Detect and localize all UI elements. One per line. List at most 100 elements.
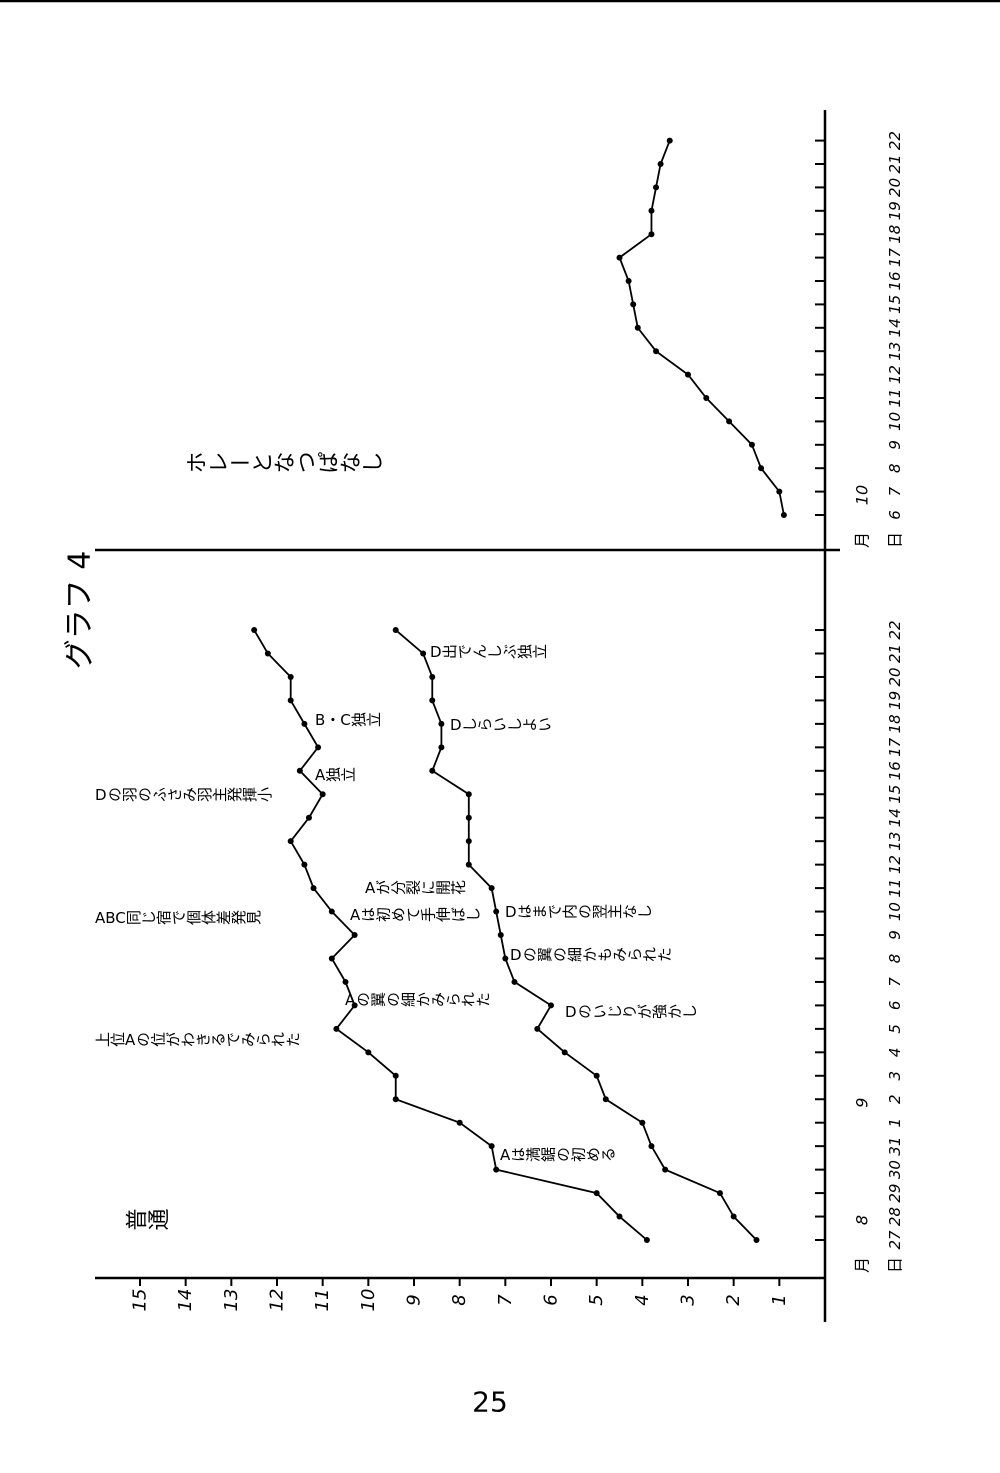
data-point — [534, 1025, 541, 1032]
x-tick-label: 13 — [886, 832, 904, 851]
data-point — [465, 861, 472, 868]
data-point — [310, 885, 317, 892]
y-tick-label: 15 — [130, 1289, 151, 1312]
y-tick-label: 8 — [449, 1294, 470, 1305]
x-tick-label: 10 — [886, 412, 904, 431]
data-point — [264, 650, 271, 657]
annotation: Dの羽のふさみ羽主発揮小 — [95, 786, 273, 804]
data-point — [703, 395, 710, 401]
x-tick-label: 7 — [886, 486, 904, 496]
data-point — [493, 908, 500, 915]
annotation: Dしらいしよい — [450, 716, 552, 734]
data-point — [438, 720, 445, 727]
data-point — [301, 861, 308, 868]
data-point — [630, 301, 637, 308]
y-tick-label: 11 — [312, 1289, 333, 1312]
page-title: グラフ 4 — [63, 551, 98, 670]
data-point — [548, 1002, 554, 1009]
x-tick-label: 19 — [886, 201, 904, 220]
x-tick-label: 30 — [886, 1160, 904, 1179]
data-point — [648, 207, 655, 214]
y-tick-label: 10 — [358, 1289, 379, 1312]
data-point — [493, 1166, 500, 1173]
x-tick-label: 9 — [886, 930, 904, 940]
x-tick-label: 6 — [886, 510, 904, 520]
data-point — [511, 978, 518, 985]
data-point — [748, 441, 755, 448]
data-point — [758, 465, 765, 472]
panel-subtitle: ホレーとなつぱなし — [185, 453, 383, 478]
data-point — [287, 697, 294, 704]
x-tick-label: 11 — [886, 879, 904, 898]
data-point — [653, 184, 660, 191]
x-tick-label: 31 — [886, 1137, 904, 1156]
y-tick-label: 12 — [267, 1289, 288, 1312]
data-point — [625, 278, 632, 284]
data-point — [438, 744, 445, 751]
data-point — [465, 791, 472, 798]
x-tick-label: 7 — [886, 977, 904, 987]
x-tick-label: 16 — [886, 271, 904, 290]
y-tick-label: 13 — [221, 1289, 242, 1312]
y-tick-label: 5 — [586, 1294, 607, 1305]
y-tick-label: 14 — [175, 1289, 196, 1312]
data-point — [465, 838, 472, 845]
month-label: 8 — [853, 1215, 872, 1225]
y-tick-label: 2 — [723, 1294, 744, 1305]
data-point — [328, 955, 335, 962]
data-point — [392, 627, 399, 634]
y-tick-label: 4 — [632, 1294, 653, 1305]
data-point — [634, 324, 641, 331]
month-label: 9 — [853, 1098, 872, 1108]
month-axis-label: 月 — [853, 532, 872, 548]
data-point — [465, 814, 472, 821]
data-point — [561, 1049, 568, 1056]
data-point — [497, 932, 504, 939]
x-tick-label: 2 — [886, 1094, 904, 1104]
annotation: Aが分裂に開花 — [365, 879, 466, 897]
data-point — [616, 1213, 623, 1220]
data-point — [643, 1237, 650, 1243]
x-tick-label: 15 — [886, 295, 904, 314]
data-point — [730, 1213, 737, 1220]
data-point — [616, 254, 623, 261]
series-line — [618, 140, 785, 516]
data-point — [351, 1002, 358, 1009]
data-point — [420, 650, 427, 657]
data-point — [392, 1096, 399, 1103]
x-tick-label: 28 — [886, 1207, 904, 1226]
data-point — [429, 673, 436, 680]
y-tick-label: 6 — [541, 1294, 562, 1305]
annotation: Aは初めて手伸ばし — [350, 906, 480, 924]
x-axis-label: 日 — [886, 532, 905, 548]
data-point — [716, 1190, 723, 1197]
data-point — [776, 488, 783, 495]
data-point — [342, 978, 349, 985]
x-tick-label: 6 — [886, 1001, 904, 1011]
data-point — [287, 838, 294, 845]
x-tick-label: 22 — [886, 620, 904, 639]
x-tick-label: 17 — [886, 248, 904, 268]
data-point — [780, 512, 787, 518]
annotation: Aの翼の細かみられた — [345, 991, 490, 1009]
data-point — [657, 161, 664, 167]
data-point — [488, 885, 495, 892]
annotation: 上位Aの位がわきるでみられた — [95, 1031, 300, 1049]
x-tick-label: 14 — [886, 318, 904, 337]
data-point — [502, 955, 509, 962]
data-point — [648, 231, 655, 238]
data-point — [648, 1143, 655, 1150]
x-tick-label: 20 — [886, 178, 904, 197]
month-label: 10 — [853, 485, 872, 505]
annotation: Aは満鋸の初める — [500, 1146, 615, 1164]
x-tick-label: 21 — [886, 154, 904, 173]
annotation: Dはまで内の翌主なし — [505, 903, 652, 921]
annotation: B・C独立 — [315, 711, 381, 729]
annotation: Dのいじりが強かし — [565, 1003, 697, 1021]
data-point — [488, 1143, 495, 1150]
x-tick-label: 1 — [886, 1118, 904, 1128]
x-tick-label: 13 — [886, 342, 904, 361]
annotation: Dの翼の細かもみられた — [510, 946, 672, 964]
data-point — [456, 1119, 463, 1126]
